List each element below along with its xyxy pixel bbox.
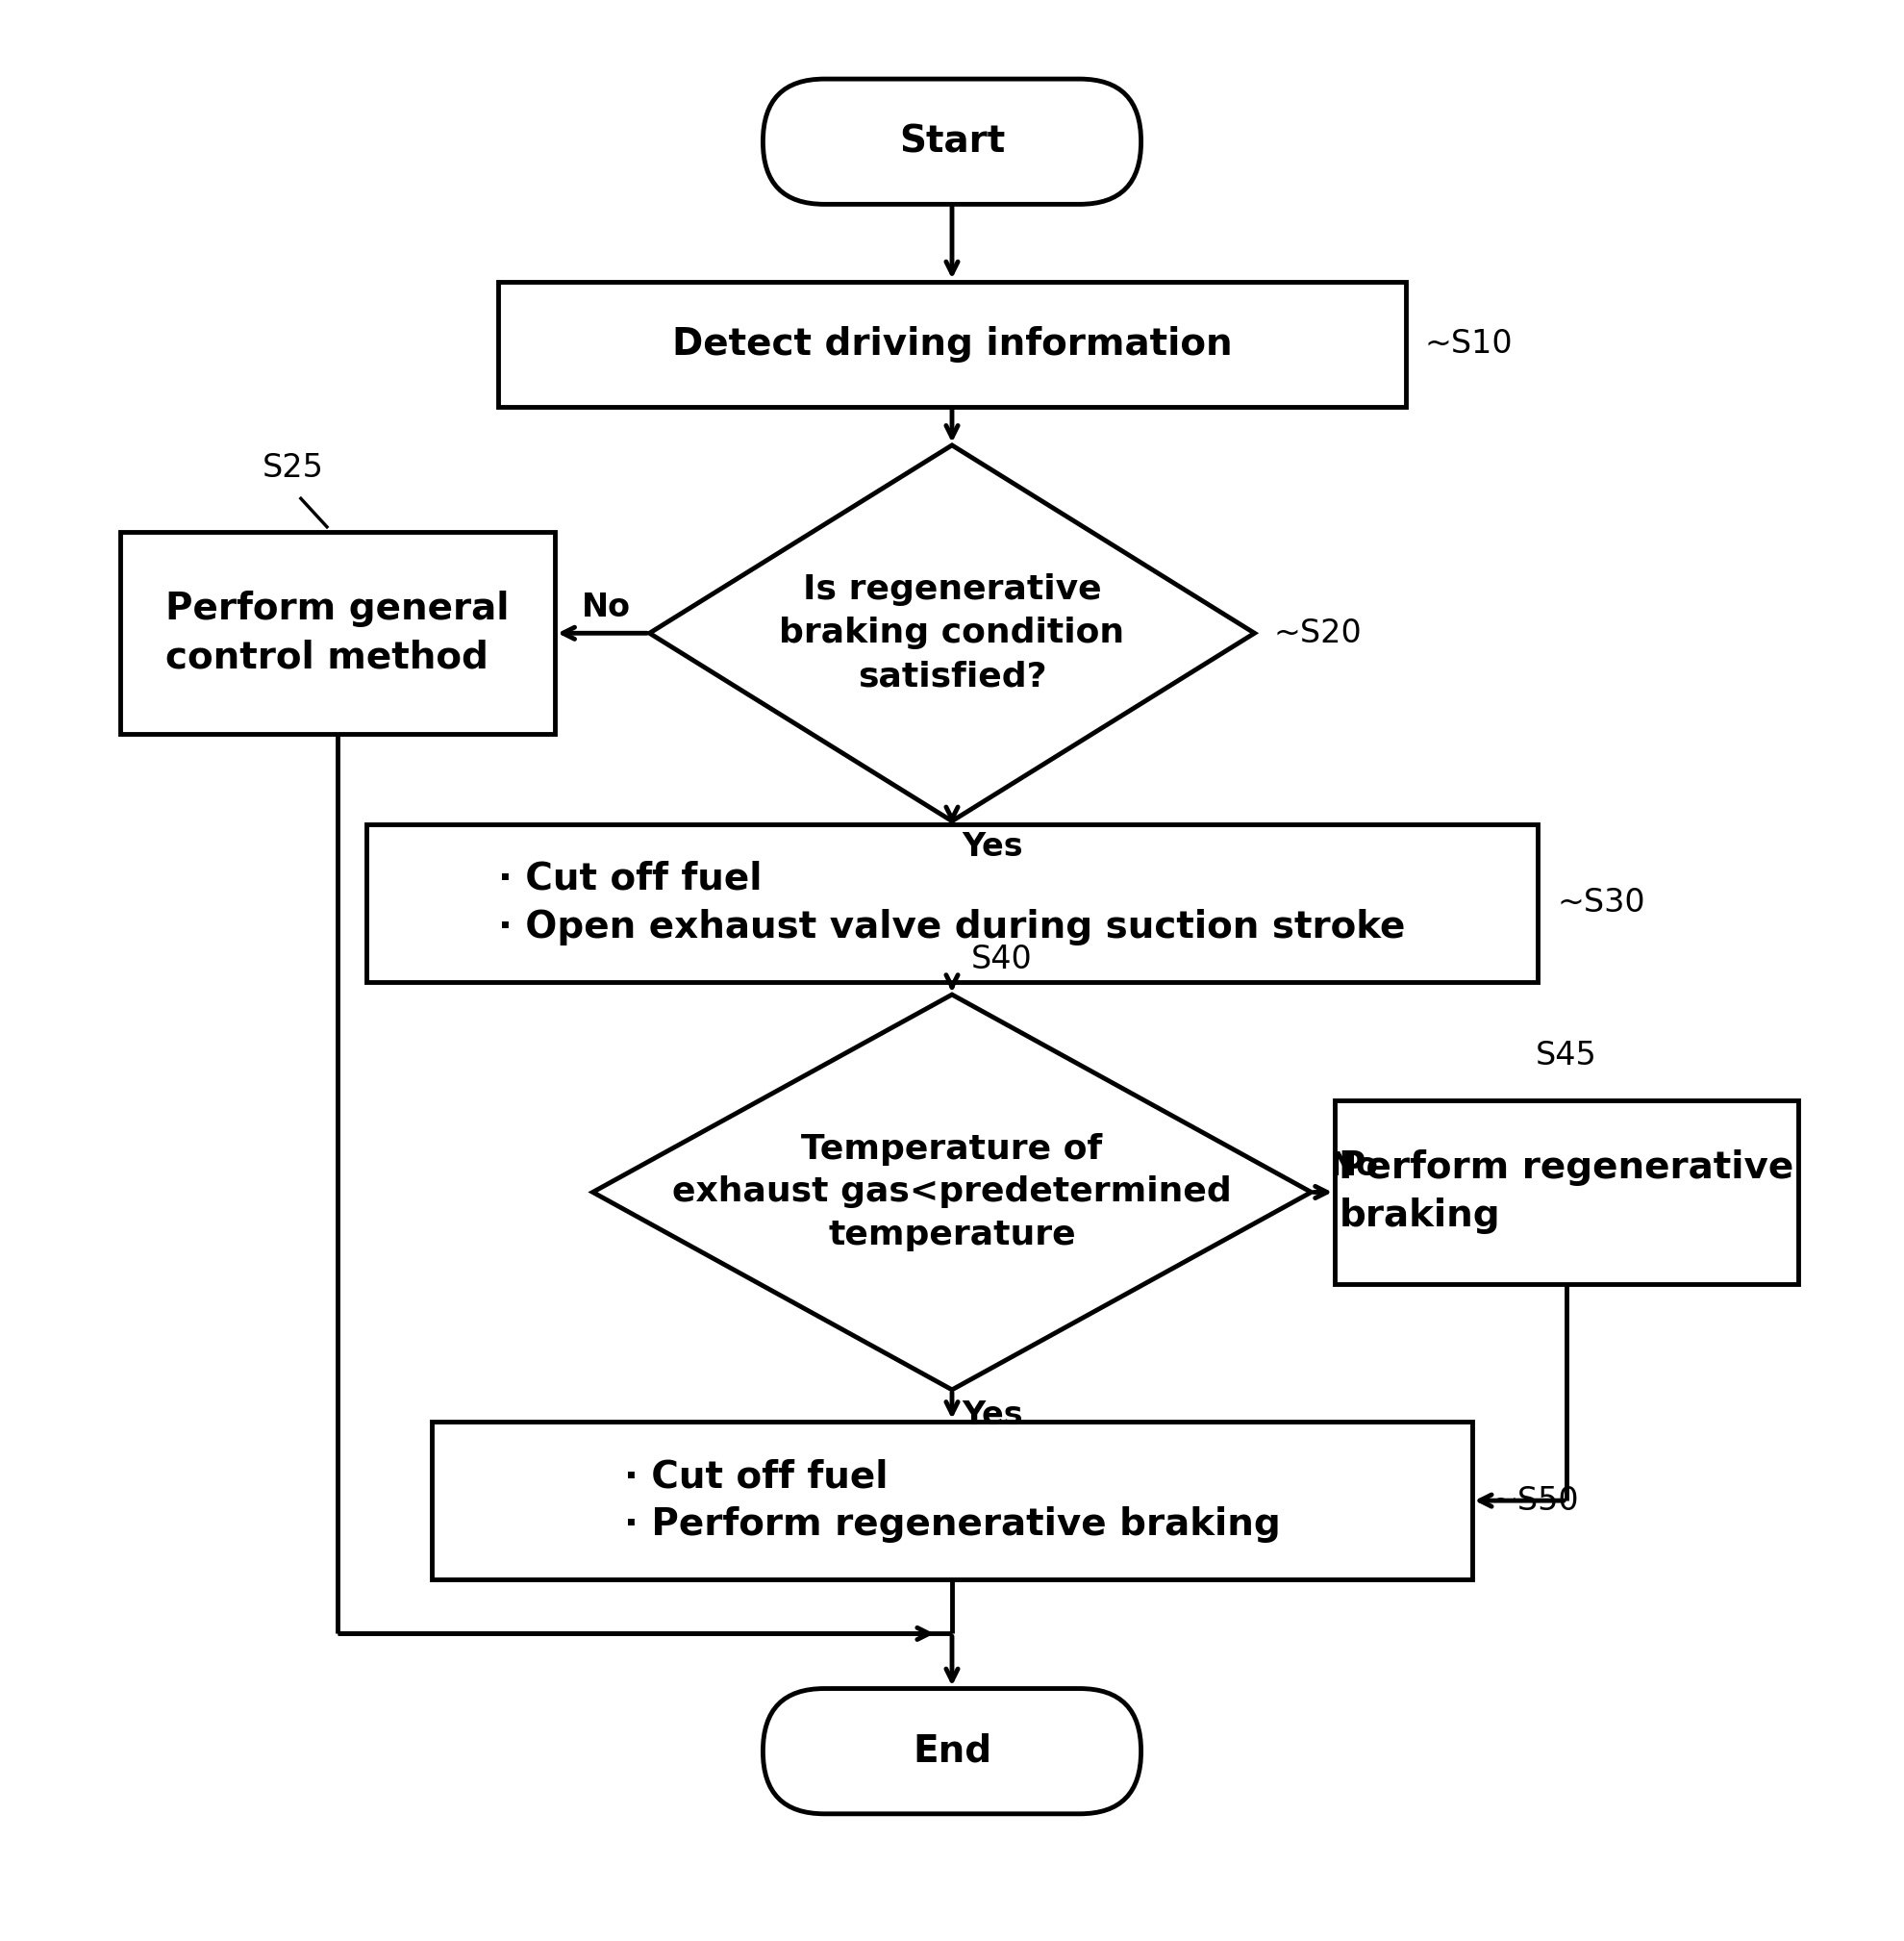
Text: Detect driving information: Detect driving information	[672, 326, 1232, 363]
Text: Is regenerative
braking condition
satisfied?: Is regenerative braking condition satisf…	[779, 575, 1125, 693]
Text: · Cut off fuel
· Perform regenerative braking: · Cut off fuel · Perform regenerative br…	[625, 1458, 1279, 1543]
Text: Yes: Yes	[962, 831, 1022, 862]
Text: S40: S40	[971, 943, 1032, 974]
FancyBboxPatch shape	[764, 1689, 1140, 1813]
Bar	[499, 281, 1405, 408]
Text: ~S30: ~S30	[1557, 887, 1645, 918]
Bar	[366, 825, 1538, 982]
Bar	[1335, 1101, 1797, 1283]
Text: Start: Start	[899, 124, 1005, 159]
Text: ~S20: ~S20	[1274, 617, 1361, 648]
Polygon shape	[649, 444, 1255, 821]
Text: S45: S45	[1537, 1040, 1597, 1071]
Text: End: End	[912, 1733, 992, 1770]
Text: S25: S25	[263, 452, 324, 483]
Polygon shape	[592, 994, 1312, 1390]
Text: Temperature of
exhaust gas<predetermined
temperature: Temperature of exhaust gas<predetermined…	[672, 1134, 1232, 1252]
FancyBboxPatch shape	[764, 80, 1140, 204]
Bar	[432, 1421, 1472, 1580]
Text: ~S10: ~S10	[1424, 328, 1514, 359]
Text: · Cut off fuel
· Open exhaust valve during suction stroke: · Cut off fuel · Open exhaust valve duri…	[499, 860, 1405, 945]
Bar	[120, 532, 554, 734]
Text: No: No	[1331, 1151, 1378, 1182]
Text: No: No	[581, 592, 630, 623]
Text: Perform general
control method: Perform general control method	[166, 590, 510, 675]
Text: ~S50: ~S50	[1491, 1485, 1578, 1516]
Text: Yes: Yes	[962, 1399, 1022, 1431]
Text: Perform regenerative
braking: Perform regenerative braking	[1339, 1149, 1794, 1234]
